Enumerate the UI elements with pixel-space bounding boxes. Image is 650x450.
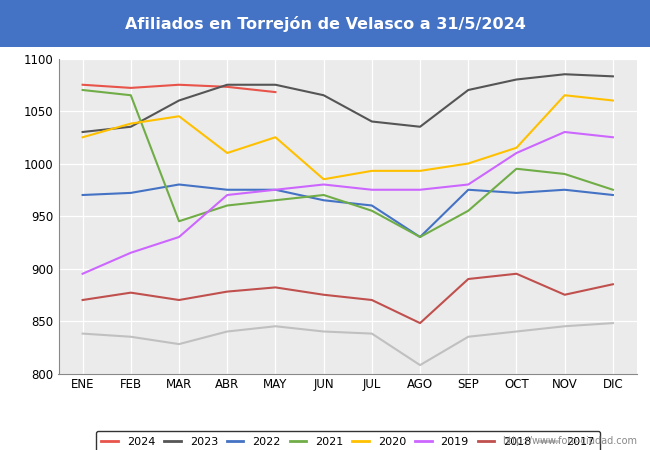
Legend: 2024, 2023, 2022, 2021, 2020, 2019, 2018, 2017: 2024, 2023, 2022, 2021, 2020, 2019, 2018… [96, 431, 600, 450]
Text: Afiliados en Torrejón de Velasco a 31/5/2024: Afiliados en Torrejón de Velasco a 31/5/… [125, 16, 525, 32]
Text: http://www.foro-ciudad.com: http://www.foro-ciudad.com [502, 436, 637, 446]
